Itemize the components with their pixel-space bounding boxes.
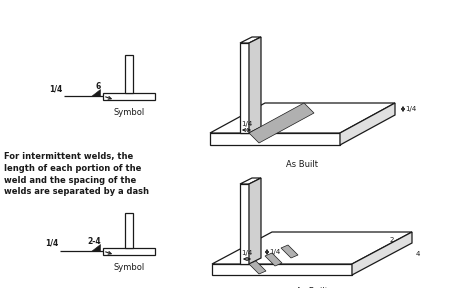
Polygon shape [352,232,412,275]
Polygon shape [240,184,249,264]
Text: 5: 5 [284,120,288,126]
Polygon shape [103,248,155,255]
Text: For intermittent welds, the
length of each portion of the
weld and the spacing o: For intermittent welds, the length of ea… [4,152,149,196]
Text: Symbol: Symbol [113,263,145,272]
Polygon shape [265,253,282,266]
Polygon shape [212,264,352,275]
Text: 1/4: 1/4 [49,84,62,93]
Polygon shape [240,43,249,133]
Polygon shape [249,103,314,143]
Text: 1/4: 1/4 [241,250,253,256]
Polygon shape [125,213,133,248]
Text: As Built: As Built [296,287,328,288]
Text: 1/4: 1/4 [269,249,280,255]
Polygon shape [240,178,261,184]
Polygon shape [249,178,261,264]
Polygon shape [249,261,266,274]
Polygon shape [210,103,395,133]
Polygon shape [249,37,261,133]
Polygon shape [103,93,155,100]
Polygon shape [210,133,340,145]
Polygon shape [212,232,412,264]
Text: 1/4: 1/4 [405,106,416,112]
Polygon shape [91,89,100,96]
Polygon shape [240,37,261,43]
Text: As Built: As Built [286,160,318,169]
Polygon shape [281,245,298,258]
Polygon shape [125,55,133,93]
Text: 6: 6 [96,82,101,91]
Polygon shape [91,244,100,251]
Text: Symbol: Symbol [113,108,145,117]
Text: 1/4: 1/4 [241,121,253,127]
Text: 2-4: 2-4 [87,237,101,246]
Text: 1/4: 1/4 [45,239,58,248]
Text: 4: 4 [416,251,420,257]
Polygon shape [340,103,395,145]
Text: 2: 2 [390,237,394,243]
